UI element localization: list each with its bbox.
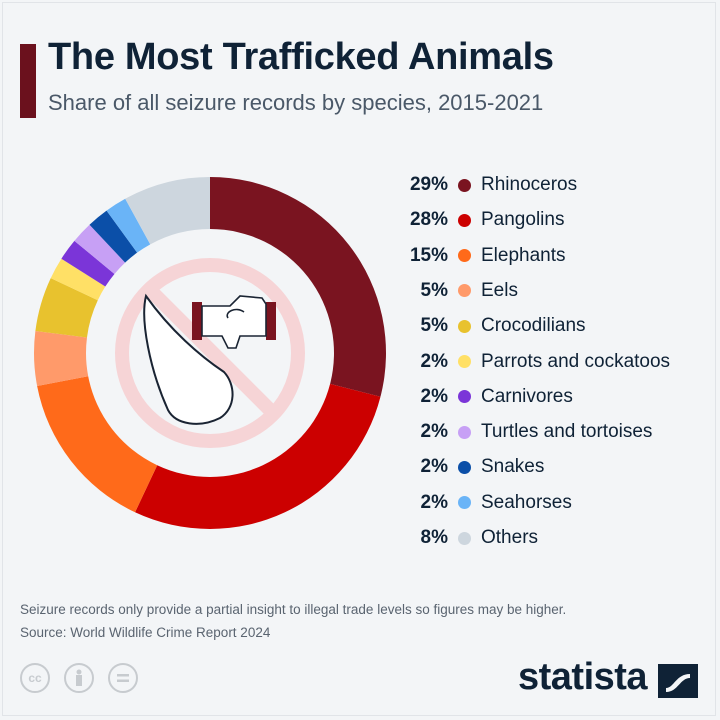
legend-value: 5% <box>420 315 448 337</box>
legend-swatch <box>458 425 471 439</box>
by-icon[interactable] <box>64 663 94 693</box>
legend-swatch <box>458 284 471 298</box>
slice-crocodilians <box>35 278 98 338</box>
footnote: Seizure records only provide a partial i… <box>20 602 567 617</box>
legend-item: 5% Crocodilians <box>390 311 586 341</box>
person-icon <box>76 669 82 686</box>
legend-swatch <box>458 249 471 263</box>
title-accent-bar <box>20 44 36 118</box>
nd-icon[interactable] <box>108 663 138 693</box>
legend-item: 28% Pangolins <box>390 205 564 235</box>
slice-eels <box>34 330 89 386</box>
legend-label: Elephants <box>481 244 566 266</box>
legend-value: 2% <box>420 350 448 372</box>
chart-subtitle: Share of all seizure records by species,… <box>48 90 544 115</box>
legend-swatch <box>458 355 471 368</box>
slice-rhinoceros <box>210 177 386 397</box>
equals-icon <box>117 674 129 682</box>
legend-value: 28% <box>409 209 448 231</box>
legend-item: 2% Seahorses <box>390 488 572 518</box>
legend-swatch <box>458 531 471 545</box>
statista-logo[interactable]: statista <box>518 656 648 698</box>
legend-item: 2% Carnivores <box>390 382 573 412</box>
legend-label: Seahorses <box>481 491 572 513</box>
cc-text: cc <box>28 671 42 685</box>
slice-pangolins <box>135 383 381 529</box>
donut-slices <box>34 177 386 529</box>
legend-value: 5% <box>420 279 448 301</box>
legend-item: 2% Turtles and tortoises <box>390 417 653 447</box>
slice-turtles-and-tortoises <box>74 224 126 274</box>
legend-label: Turtles and tortoises <box>481 421 653 443</box>
legend-item: 15% Elephants <box>390 241 566 271</box>
legend-item: 5% Eels <box>390 276 518 306</box>
slice-parrots-and-cockatoos <box>50 258 106 301</box>
legend-swatch <box>458 390 471 404</box>
slice-carnivores <box>61 240 115 287</box>
legend-item: 29% Rhinoceros <box>390 170 577 200</box>
legend-label: Others <box>481 527 539 548</box>
slice-snakes <box>89 210 138 263</box>
legend-label: Carnivores <box>481 385 573 407</box>
cc-icon[interactable]: cc <box>20 663 50 693</box>
legend-value: 2% <box>420 491 448 513</box>
slice-others <box>125 177 210 245</box>
legend-label: Rhinoceros <box>481 174 578 195</box>
legend-item: 2% Parrots and cockatoos <box>390 347 671 377</box>
legend-label: Pangolins <box>481 209 565 231</box>
slice-elephants <box>37 376 158 513</box>
legend-swatch <box>458 496 471 510</box>
legend-value: 8% <box>420 527 448 548</box>
legend-label: Crocodilians <box>481 315 586 337</box>
legend-value: 29% <box>409 174 448 195</box>
legend-swatch <box>458 460 471 474</box>
source: Source: World Wildlife Crime Report 2024 <box>20 625 271 640</box>
legend-swatch <box>458 319 471 333</box>
legend-swatch <box>458 178 471 192</box>
legend-swatch <box>458 213 471 227</box>
legend-item: 2% Snakes <box>390 452 545 482</box>
legend-label: Snakes <box>481 456 545 478</box>
slice-seahorses <box>106 198 151 253</box>
legend-item: 8% Others <box>390 523 539 553</box>
legend-value: 2% <box>420 421 448 443</box>
legend-label: Eels <box>481 279 518 301</box>
legend-value: 15% <box>409 244 448 266</box>
legend-value: 2% <box>420 385 448 407</box>
legend-value: 2% <box>420 456 448 478</box>
chart-title: The Most Trafficked Animals <box>48 36 554 78</box>
statista-logo-mark <box>658 664 698 698</box>
legend-label: Parrots and cockatoos <box>481 350 671 372</box>
no-trafficking-icon <box>115 258 305 448</box>
